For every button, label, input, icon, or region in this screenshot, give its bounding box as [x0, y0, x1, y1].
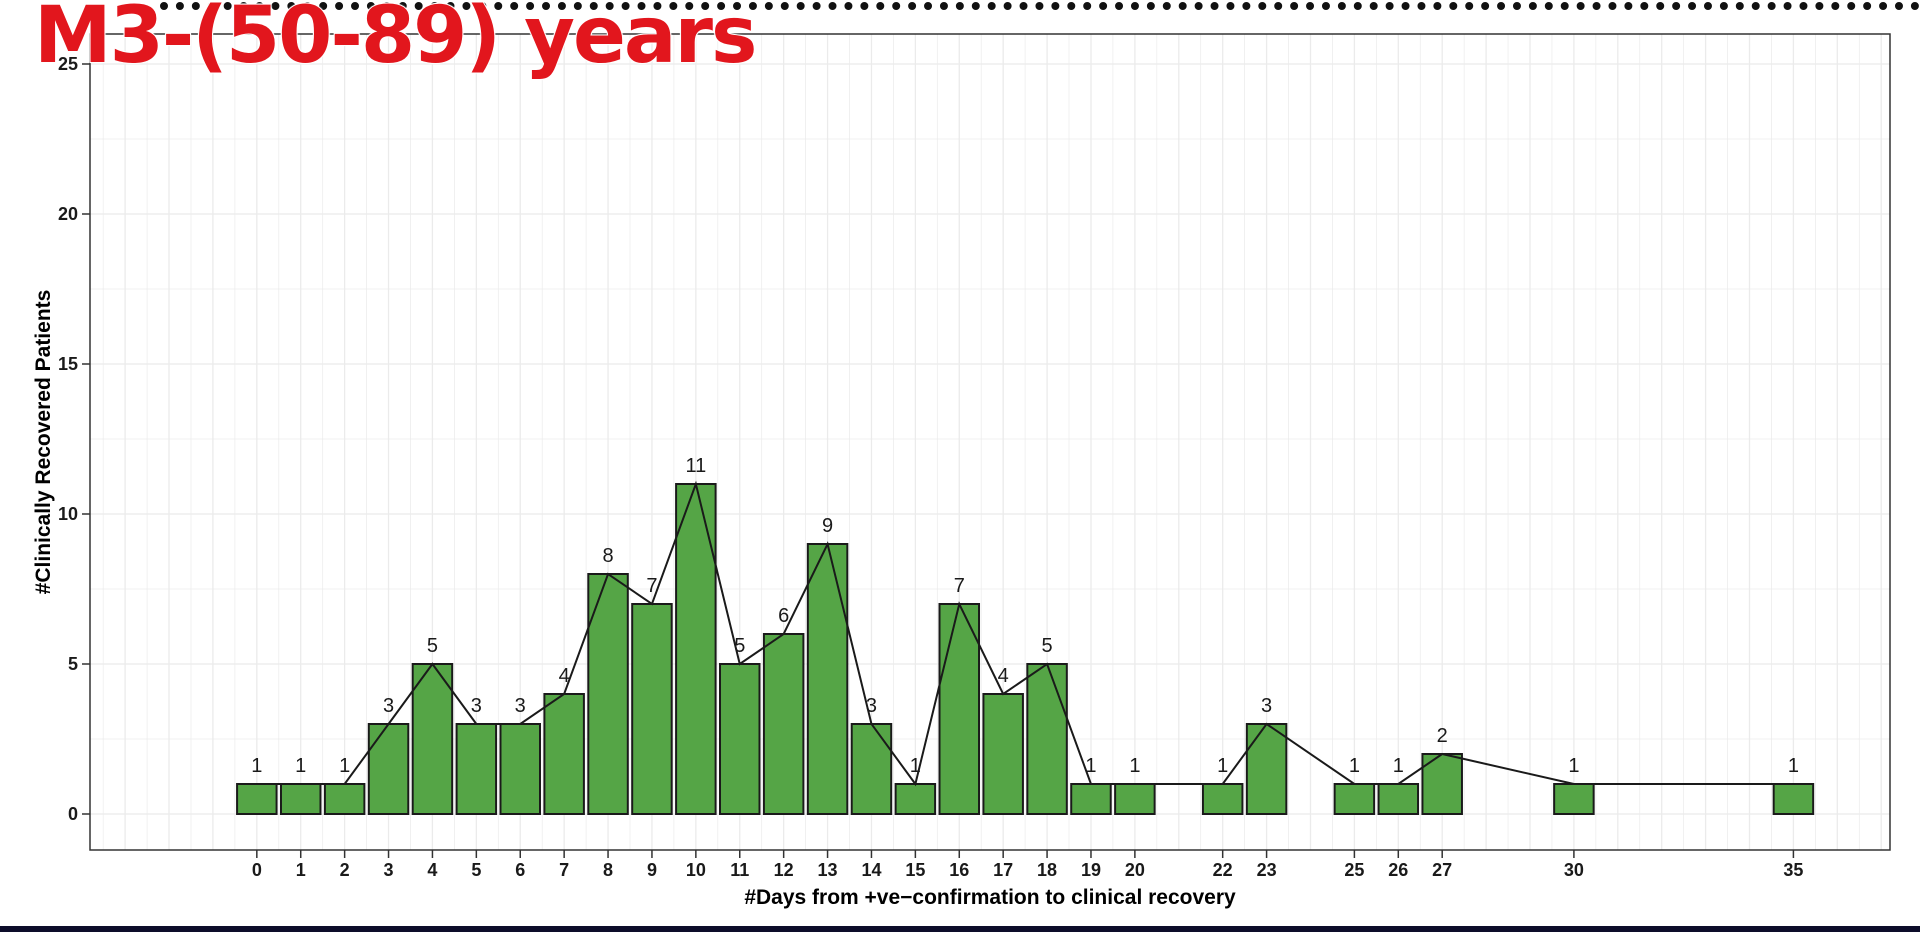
trend-line-group — [256, 480, 1794, 787]
bar-value-label: 3 — [471, 695, 482, 717]
x-tick-label: 15 — [905, 860, 925, 880]
x-tick-label: 22 — [1213, 860, 1233, 880]
bar-value-label: 1 — [295, 755, 306, 777]
bar-day-20 — [1114, 783, 1156, 815]
bar-day-4 — [411, 663, 454, 815]
x-tick-label: 10 — [686, 860, 706, 880]
axes: 0 1 2 3 4 5 6 7 8 9 10 11 12 13 14 15 16 17 18 19 20 22 23 25 26… — [58, 54, 1803, 880]
bar-day-2 — [323, 783, 366, 815]
bar-value-label: 1 — [910, 755, 921, 777]
x-tick-label: 20 — [1125, 860, 1145, 880]
x-tick-label: 14 — [861, 860, 881, 880]
bar-day-11 — [719, 663, 761, 815]
x-tick-label: 4 — [427, 860, 437, 880]
bar-day-26 — [1377, 783, 1420, 815]
x-tick-label: 18 — [1037, 860, 1057, 880]
bar-value-label: 1 — [251, 755, 262, 777]
bar-day-18 — [1026, 663, 1068, 815]
bar-day-17 — [982, 693, 1024, 815]
x-tick-label: 8 — [603, 860, 613, 880]
bar-value-label: 3 — [383, 695, 394, 717]
bar-day-1 — [279, 783, 322, 815]
x-tick-label: 6 — [515, 860, 525, 880]
bar-day-30 — [1553, 783, 1595, 815]
bar-value-label: 1 — [1568, 755, 1579, 777]
x-tick-label: 0 — [252, 860, 262, 880]
bar-value-label: 2 — [1437, 725, 1448, 747]
x-tick-label: 7 — [559, 860, 569, 880]
bar-value-label: 9 — [822, 515, 833, 537]
x-tick-label: 5 — [471, 860, 481, 880]
bar-value-label: 5 — [427, 635, 438, 657]
y-tick-label: 5 — [68, 654, 78, 674]
x-tick-label: 1 — [296, 860, 306, 880]
bar-value-label: 1 — [1349, 755, 1360, 777]
x-tick-label: 27 — [1432, 860, 1452, 880]
y-tick-label: 20 — [58, 204, 78, 224]
y-axis-title: #Clinically Recovered Patients — [32, 290, 55, 595]
x-tick-label: 19 — [1081, 860, 1101, 880]
bar-day-6 — [499, 723, 541, 815]
y-tick-label: 15 — [58, 354, 78, 374]
bar-day-13 — [806, 543, 849, 815]
bar-value-label: 1 — [1217, 755, 1228, 777]
bar-value-label: 4 — [998, 665, 1009, 687]
bar-value-label: 1 — [1393, 755, 1404, 777]
panel-border — [89, 33, 1891, 851]
dotted-border — [160, 2, 1920, 10]
bar-day-5 — [455, 723, 498, 815]
x-tick-label: 16 — [949, 860, 969, 880]
bar-day-9 — [631, 603, 673, 815]
bar-day-12 — [762, 633, 805, 815]
x-tick-label: 3 — [384, 860, 394, 880]
x-tick-label: 25 — [1344, 860, 1364, 880]
bar-day-25 — [1333, 783, 1376, 815]
chart-title: M3-(50-89) years — [33, 0, 758, 81]
bar-value-label: 7 — [646, 575, 657, 597]
bar-value-label: 1 — [1085, 755, 1096, 777]
x-axis-title: #Days from +ve−confirmation to clinical … — [744, 886, 1236, 909]
y-tick-label: 0 — [68, 804, 78, 824]
x-tick-label: 12 — [774, 860, 794, 880]
x-tick-label: 35 — [1783, 860, 1803, 880]
bar-day-19 — [1070, 783, 1112, 815]
bar-value-label: 5 — [1042, 635, 1053, 657]
trend-line — [256, 480, 1794, 787]
bar-value-label: 3 — [866, 695, 877, 717]
bar-value-label: 11 — [685, 455, 706, 477]
bar-value-label: 3 — [1261, 695, 1272, 717]
y-tick-label: 25 — [58, 54, 78, 74]
bar-day-0 — [236, 783, 278, 815]
bar-day-3 — [367, 723, 410, 815]
bar-value-label: 4 — [559, 665, 570, 687]
x-tick-label: 2 — [340, 860, 350, 880]
bar-day-7 — [543, 693, 585, 815]
bar-value-label: 7 — [954, 575, 965, 597]
y-tick-label: 10 — [58, 504, 78, 524]
x-tick-label: 23 — [1257, 860, 1277, 880]
bar-value-label: 5 — [734, 635, 745, 657]
x-tick-label: 30 — [1564, 860, 1584, 880]
x-tick-label: 13 — [818, 860, 838, 880]
bar-day-15 — [894, 783, 937, 815]
bar-value-label: 3 — [515, 695, 526, 717]
bar-day-23 — [1245, 723, 1288, 815]
x-tick-label: 17 — [993, 860, 1013, 880]
bar-day-35 — [1772, 783, 1815, 815]
x-tick-label: 11 — [730, 860, 749, 880]
bar-value-label: 1 — [1129, 755, 1140, 777]
bar-day-22 — [1201, 783, 1244, 815]
bar-value-label: 8 — [602, 545, 613, 567]
x-tick-label: 9 — [647, 860, 657, 880]
bar-day-14 — [850, 723, 893, 815]
bar-value-label: 1 — [339, 755, 350, 777]
bar-value-label: 1 — [1788, 755, 1799, 777]
bar-day-10 — [675, 483, 717, 815]
bar-day-16 — [938, 603, 981, 815]
x-tick-label: 26 — [1388, 860, 1408, 880]
bar-value-label: 6 — [778, 605, 789, 627]
